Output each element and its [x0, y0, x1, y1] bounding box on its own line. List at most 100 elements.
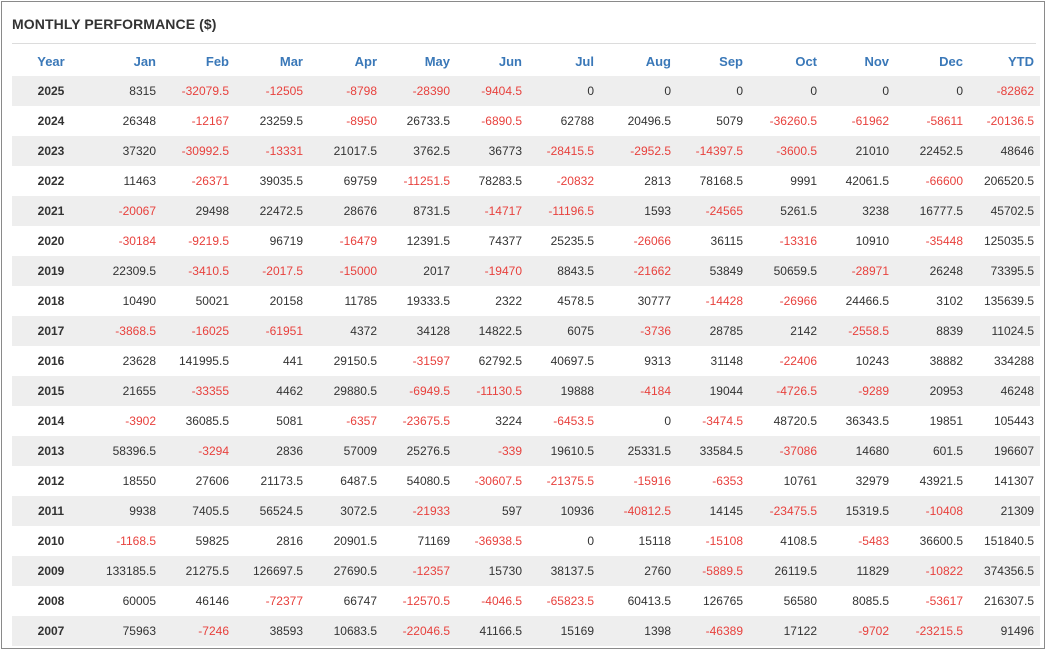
- month-value-cell: -21375.5: [546, 474, 594, 488]
- month-value-cell: -3410.5: [162, 256, 235, 286]
- month-value-cell: -19470: [456, 256, 528, 286]
- table-row: 2025 8315 -32079.5 -12505 -8798 -28390 -9404.5…: [12, 76, 1040, 106]
- year-cell: 2023: [12, 136, 90, 166]
- month-value-cell: 18550: [122, 474, 156, 488]
- table-row: 2018 10490 50021 20158 11785 19333.5 2322 4578.…: [12, 286, 1040, 316]
- month-value-cell: 9991: [790, 174, 817, 188]
- month-value-cell: 10936: [528, 496, 600, 526]
- table-row: 2011 9938 7405.5 56524.5 3072.5 -21933 597 1093…: [12, 496, 1040, 526]
- month-value-cell: 26248: [895, 256, 969, 286]
- month-value-cell: -11130.5: [456, 376, 528, 406]
- month-value-cell: 11463: [123, 174, 156, 188]
- month-value-cell: 19333.5: [406, 294, 450, 308]
- ytd-cell: -82862: [969, 76, 1040, 106]
- month-value-cell: -13316: [779, 234, 817, 248]
- month-value-cell: 20901.5: [333, 534, 377, 548]
- year-cell: 2019: [12, 256, 90, 286]
- month-value-cell: 22472.5: [235, 196, 309, 226]
- month-value-cell: -14717: [456, 196, 528, 226]
- column-header-mar: Mar: [279, 53, 303, 69]
- year-cell: 2010: [37, 534, 65, 548]
- ytd-cell: 45702.5: [969, 196, 1040, 226]
- month-value-cell: -46389: [677, 616, 749, 646]
- month-value-cell: 9313: [644, 354, 671, 368]
- month-value-cell: 50659.5: [749, 256, 823, 286]
- month-value-cell: 2836: [235, 436, 309, 466]
- month-value-cell: -14397.5: [677, 136, 749, 166]
- column-header-nov: Nov: [864, 53, 889, 69]
- month-value-cell: 441: [282, 354, 303, 368]
- ytd-cell: 48646: [969, 136, 1040, 166]
- month-value-cell: -6949.5: [383, 376, 456, 406]
- month-value-cell: 2142: [749, 316, 823, 346]
- ytd-cell: 21309: [969, 496, 1040, 526]
- table-row: 2014 -3902 36085.5 5081 -6357 -23675.5 3224 -64…: [12, 406, 1040, 436]
- month-value-cell: -3474.5: [702, 414, 743, 428]
- table-row: 2015 21655 -33355 4462 29880.5 -6949.5 -11130.…: [12, 376, 1040, 406]
- month-value-cell: 21275.5: [162, 556, 235, 586]
- month-value-cell: 16777.5: [895, 196, 969, 226]
- column-header-dec: Dec: [939, 53, 963, 69]
- monthly-performance-table: Year Jan Feb Mar Apr May Jun Jul Aug Sep…: [12, 46, 1040, 646]
- month-value-cell: -26371: [191, 174, 229, 188]
- table-row: 2012 18550 27606 21173.5 6487.5 54080.5 -30607…: [12, 466, 1040, 496]
- month-value-cell: 0: [664, 414, 671, 428]
- year-cell: 2011: [12, 496, 90, 526]
- column-header-feb: Feb: [205, 53, 229, 69]
- month-value-cell: 46146: [195, 594, 229, 608]
- month-value-cell: -12167: [191, 114, 229, 128]
- month-value-cell: 20158: [269, 294, 303, 308]
- month-value-cell: 36343.5: [845, 414, 889, 428]
- month-value-cell: 50021: [195, 294, 229, 308]
- month-value-cell: -22046.5: [383, 616, 456, 646]
- table-row: 2016 23628 141995.5 441 29150.5 -31597 62792.5…: [12, 346, 1040, 376]
- month-value-cell: -58611: [926, 114, 963, 128]
- table-row: 2019 22309.5 -3410.5 -2017.5 -15000 2017 -1947…: [12, 256, 1040, 286]
- table-row: 2010 -1168.5 59825 2816 20901.5 71169 -36938.5…: [12, 526, 1040, 556]
- month-value-cell: 20496.5: [627, 114, 671, 128]
- month-value-cell: -20067: [90, 196, 162, 226]
- month-value-cell: 597: [456, 496, 528, 526]
- month-value-cell: -26966: [779, 294, 817, 308]
- month-value-cell: 28676: [309, 196, 383, 226]
- year-cell: 2012: [37, 474, 65, 488]
- month-value-cell: 3238: [823, 196, 895, 226]
- month-value-cell: -3294: [162, 436, 235, 466]
- month-value-cell: 38137.5: [528, 556, 600, 586]
- month-value-cell: 6075: [528, 316, 600, 346]
- month-value-cell: 10910: [855, 234, 889, 248]
- month-value-cell: -21662: [600, 256, 677, 286]
- year-cell: 2025: [12, 76, 90, 106]
- month-value-cell: 38593: [235, 616, 309, 646]
- month-value-cell: -32079.5: [162, 76, 235, 106]
- month-value-cell: 2017: [383, 256, 456, 286]
- month-value-cell: -12505: [235, 76, 309, 106]
- month-value-cell: 60005: [122, 594, 156, 608]
- month-value-cell: 8085.5: [852, 594, 889, 608]
- month-value-cell: 23628: [122, 354, 156, 368]
- month-value-cell: 126765: [702, 594, 743, 608]
- month-value-cell: 28785: [677, 316, 749, 346]
- month-value-cell: 19610.5: [528, 436, 600, 466]
- month-value-cell: -339: [456, 436, 528, 466]
- month-value-cell: 31148: [710, 354, 743, 368]
- month-value-cell: 29498: [162, 196, 235, 226]
- month-value-cell: 10761: [783, 474, 817, 488]
- month-value-cell: -1168.5: [116, 534, 156, 548]
- month-value-cell: 0: [823, 76, 895, 106]
- month-value-cell: -10822: [895, 556, 969, 586]
- month-value-cell: 56524.5: [235, 496, 309, 526]
- month-value-cell: -30184: [118, 234, 156, 248]
- month-value-cell: 59825: [195, 534, 229, 548]
- month-value-cell: -8950: [346, 114, 377, 128]
- month-value-cell: 34128: [383, 316, 456, 346]
- month-value-cell: 74377: [488, 234, 522, 248]
- table-row: 2008 60005 46146 -72377 66747 -12570.5 -4046.5…: [12, 586, 1040, 616]
- month-value-cell: 8839: [895, 316, 969, 346]
- month-value-cell: 0: [587, 534, 594, 548]
- column-header-apr: Apr: [354, 53, 377, 69]
- month-value-cell: -26066: [633, 234, 671, 248]
- month-value-cell: -28415.5: [528, 136, 600, 166]
- month-value-cell: -3600.5: [749, 136, 823, 166]
- month-value-cell: -9404.5: [456, 76, 528, 106]
